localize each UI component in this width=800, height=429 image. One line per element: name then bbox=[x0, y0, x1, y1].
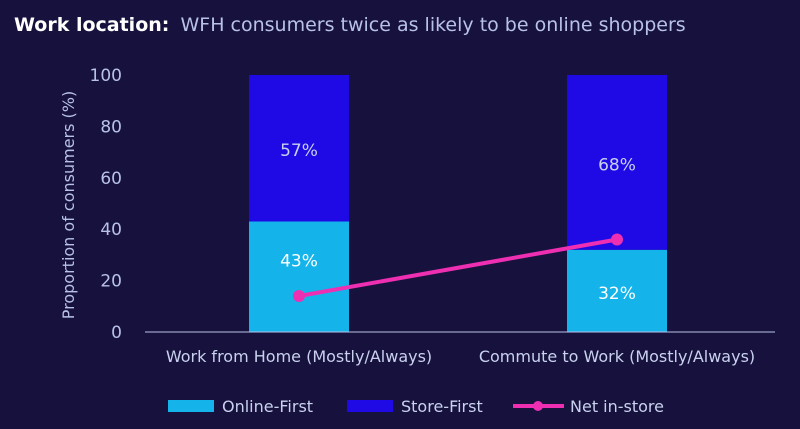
data-label: 68% bbox=[598, 155, 636, 175]
y-tick-label: 40 bbox=[100, 220, 122, 240]
chart-title: Work location: WFH consumers twice as li… bbox=[14, 14, 686, 36]
net-in-store-point bbox=[611, 233, 623, 246]
y-tick-label: 100 bbox=[90, 66, 122, 86]
x-axis-labels: Work from Home (Mostly/Always) Commute to… bbox=[166, 347, 755, 366]
data-label: 57% bbox=[280, 141, 318, 161]
legend-label-online-first: Online-First bbox=[222, 397, 313, 416]
data-label: 32% bbox=[598, 284, 636, 304]
y-tick-label: 60 bbox=[100, 169, 122, 189]
legend-marker-net-in-store bbox=[533, 401, 543, 411]
legend: Online-First Store-First Net in-store bbox=[168, 397, 664, 416]
y-axis-ticks: 0 20 40 60 80 100 bbox=[90, 66, 122, 343]
legend-swatch-store-first bbox=[347, 400, 393, 412]
data-label: 43% bbox=[280, 252, 318, 272]
bar-online-first-2 bbox=[567, 249, 667, 332]
data-labels: 43% 57% 32% 68% bbox=[280, 141, 636, 304]
legend-label-store-first: Store-First bbox=[401, 397, 483, 416]
x-category-label: Work from Home (Mostly/Always) bbox=[166, 347, 432, 366]
legend-swatch-online-first bbox=[168, 400, 214, 412]
bars bbox=[249, 75, 667, 332]
chart-title-rest: WFH consumers twice as likely to be onli… bbox=[180, 14, 685, 36]
x-category-label: Commute to Work (Mostly/Always) bbox=[479, 347, 755, 366]
bar-online-first-1 bbox=[249, 221, 349, 332]
net-in-store-series-line bbox=[298, 237, 618, 298]
y-axis-label: Proportion of consumers (%) bbox=[59, 91, 78, 319]
bar-store-first-2 bbox=[567, 75, 667, 250]
legend-label-net-in-store: Net in-store bbox=[570, 397, 664, 416]
y-tick-label: 0 bbox=[111, 323, 122, 343]
chart-title-bold: Work location: bbox=[14, 14, 169, 36]
y-tick-label: 20 bbox=[100, 272, 122, 292]
y-tick-label: 80 bbox=[100, 117, 122, 137]
bar-store-first-1 bbox=[249, 75, 349, 222]
net-in-store-point bbox=[293, 290, 305, 303]
net-in-store-line bbox=[293, 233, 623, 303]
